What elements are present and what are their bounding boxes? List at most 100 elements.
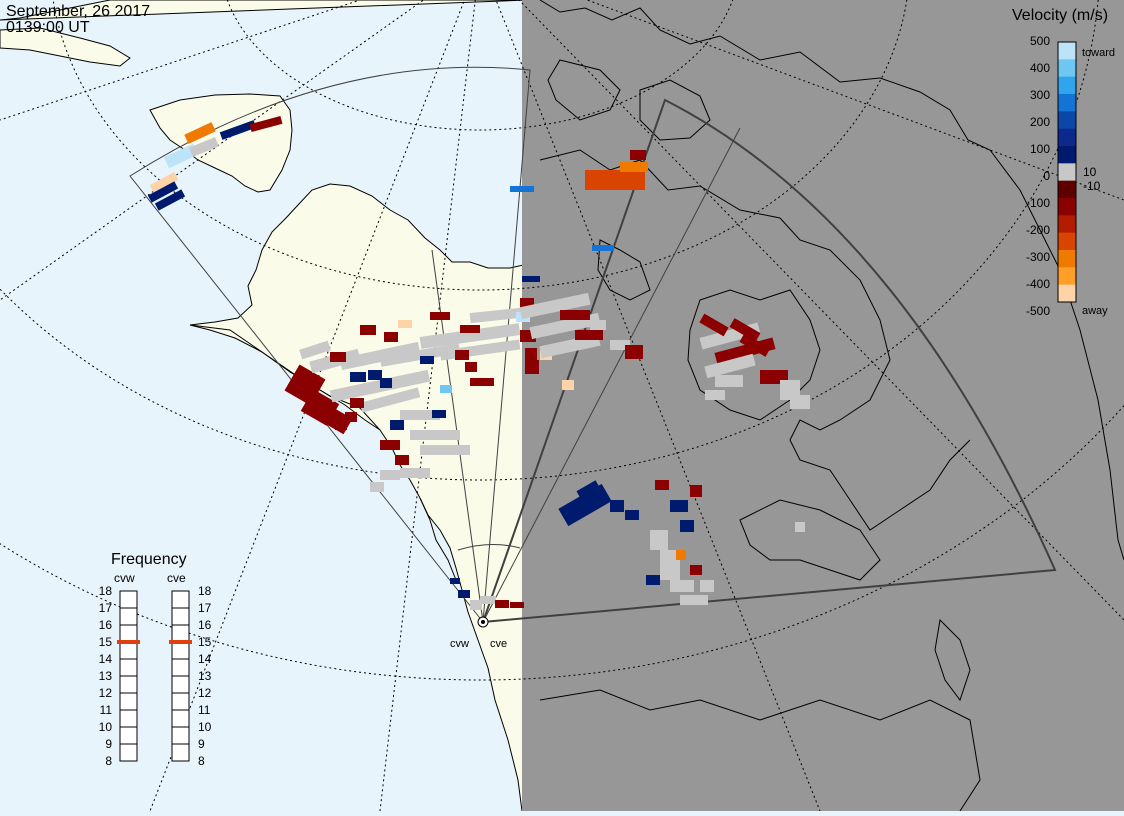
scatter-cell [470, 600, 482, 610]
scatter-cell [384, 332, 398, 342]
scatter-cell [660, 550, 680, 580]
scatter-cell [379, 343, 461, 367]
scatter-cell [380, 378, 392, 388]
velocity-color-swatch [1058, 163, 1076, 182]
scatter-cell [522, 276, 540, 282]
scatter-cell [585, 170, 645, 190]
frequency-tick-label: 15 [198, 635, 212, 649]
velocity-color-swatch [1058, 198, 1076, 216]
scatter-cell [163, 143, 199, 169]
scatter-cell [525, 348, 537, 360]
scatter-cell [680, 595, 708, 605]
scatter-cell [690, 565, 702, 575]
frequency-tick-label: 15 [99, 635, 113, 649]
scatter-cell [699, 313, 729, 337]
scatter-cell [670, 580, 694, 592]
scatter-cell [432, 410, 446, 418]
scatter-cell [380, 440, 400, 450]
scatter-cell [610, 340, 630, 350]
velocity-tick-label: -500 [1026, 304, 1050, 318]
scatter-cell [519, 292, 591, 320]
scatter-cell [625, 345, 643, 359]
scatter-cell [410, 430, 460, 440]
velocity-colorbar-frame [1057, 41, 1077, 303]
velocity-color-swatch [1058, 284, 1076, 303]
scatter-cell [739, 333, 771, 357]
scatter-cell [455, 350, 469, 360]
scatter-cell [350, 372, 366, 382]
scatter-cell [795, 522, 805, 532]
scatter-cell [680, 520, 694, 532]
frequency-tick-label: 17 [99, 601, 113, 615]
frequency-marker [169, 640, 192, 644]
velocity-tick-label: 10 [1083, 165, 1097, 179]
scatter-cell [430, 312, 450, 320]
scatter-cell [360, 325, 376, 335]
frequency-marker [117, 640, 140, 644]
scatter-cell [419, 323, 521, 349]
scatter-cell [560, 310, 590, 320]
frequency-tick-label: 14 [99, 652, 113, 666]
scatter-cell [575, 330, 603, 340]
velocity-tick-label: 100 [1030, 142, 1050, 156]
scatter-cell [576, 480, 602, 502]
scatter-cell [650, 530, 668, 550]
frequency-tick-label: 9 [105, 737, 112, 751]
scatter-cell [690, 485, 702, 497]
velocity-color-swatch [1058, 267, 1076, 286]
scatter-cell [790, 395, 810, 409]
scatter-cell [700, 580, 714, 592]
scatter-cell [460, 325, 480, 333]
frequency-tick-label: 17 [198, 601, 212, 615]
frequency-tick-label: 16 [198, 618, 212, 632]
velocity-tick-label: 300 [1030, 88, 1050, 102]
frequency-tick-label: 9 [198, 737, 205, 751]
scatter-cell [154, 189, 186, 211]
velocity-color-swatch [1058, 215, 1076, 234]
scatter-cell [465, 362, 477, 372]
night-region [522, 0, 1124, 811]
scatter-cell [440, 385, 452, 393]
velocity-tick-label: 0 [1043, 169, 1050, 183]
scatter-cell [705, 390, 725, 400]
velocity-tick-label: 200 [1030, 115, 1050, 129]
fov-cve [482, 98, 1057, 623]
scatter-cell [420, 356, 434, 364]
velocity-legend: Velocity (m/s) 500400300200100100-10-100… [1012, 7, 1115, 318]
scatter-cell [390, 420, 404, 430]
scatter-cell [558, 483, 612, 527]
scatter-cell [625, 510, 639, 520]
scatter-cell [525, 360, 539, 374]
scatter-cell [655, 480, 669, 490]
velocity-tick-label: -100 [1026, 196, 1050, 210]
frequency-tick-label: 8 [198, 754, 205, 768]
scatter-cell [470, 378, 494, 386]
velocity-tick-label: -400 [1026, 277, 1050, 291]
frequency-radar-label-cve: cve [167, 571, 186, 585]
velocity-color-swatch [1058, 250, 1076, 268]
scatter-cell [147, 181, 179, 203]
frequency-tick-label: 18 [198, 584, 212, 598]
scatter-cell [189, 137, 219, 157]
velocity-color-swatch [1058, 42, 1076, 60]
velocity-color-swatch [1058, 232, 1076, 251]
date-label: September, 26 2017 [6, 3, 150, 20]
scatter-cell [184, 122, 216, 144]
scatter-cell [590, 320, 606, 330]
radar-label-cvw: cvw [450, 638, 469, 650]
scatter-cell [592, 245, 614, 251]
velocity-color-swatch [1058, 94, 1076, 112]
velocity-colorbar [1057, 41, 1077, 303]
velocity-tick-labels: 500400300200100100-10-100-200-300-400-50… [1026, 34, 1101, 318]
frequency-tick-labels: 18 18 17 17 16 16 15 15 14 14 13 13 12 12 11 11 10 10 9 9 8 8 [99, 584, 212, 768]
scatter-cell [395, 455, 409, 465]
scatter-cell [330, 352, 346, 362]
velocity-tick-label: 400 [1030, 61, 1050, 75]
night-coastlines [539, 0, 1124, 812]
frequency-tick-label: 12 [99, 686, 113, 700]
frequency-tick-label: 18 [99, 584, 113, 598]
frequency-legend: Frequency cvw cve 18 18 17 17 16 16 15 15 14 14 13… [99, 551, 212, 768]
scatter-cell [149, 171, 179, 194]
scatter-cell [400, 468, 430, 478]
